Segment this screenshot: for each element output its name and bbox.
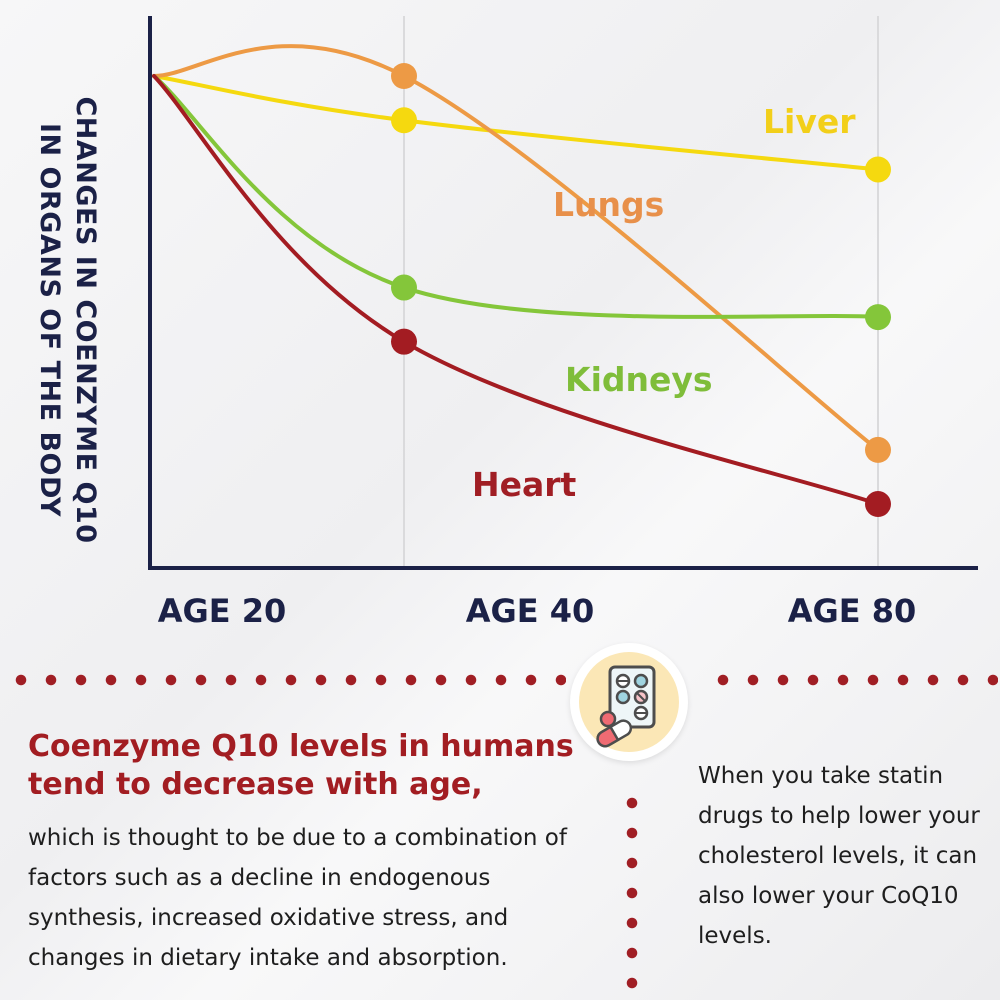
data-point-liver-1 <box>391 107 417 134</box>
chart-series <box>152 44 891 518</box>
x-tick-age-40: AGE 40 <box>465 592 595 630</box>
series-line-liver <box>152 74 880 172</box>
series-line-lungs <box>152 44 880 452</box>
series-label-heart: Heart <box>472 465 577 504</box>
body-text-right: When you take statin drugs to help lower… <box>698 763 980 949</box>
body-text-left: which is thought to be due to a combinat… <box>28 825 567 971</box>
data-point-heart-2 <box>865 491 891 518</box>
series-label-liver: Liver <box>763 102 856 141</box>
x-tick-age-20: AGE 20 <box>157 592 287 630</box>
dotted-divider-right <box>708 672 998 688</box>
pill-blister-pack-icon <box>596 665 656 748</box>
headline: Coenzyme Q10 levels in humans tend to de… <box>28 729 574 802</box>
pill-badge <box>570 643 688 761</box>
y-axis-label-container: CHANGES IN COENZYME Q10 IN ORGANS OF THE… <box>12 80 122 560</box>
chart-axes <box>148 16 978 570</box>
data-point-liver-2 <box>865 156 891 183</box>
chart <box>148 16 978 570</box>
data-point-kidneys-2 <box>865 304 891 331</box>
dotted-divider-vertical <box>624 788 640 1000</box>
series-label-kidneys: Kidneys <box>565 360 713 399</box>
y-axis-label: CHANGES IN COENZYME Q10 IN ORGANS OF THE… <box>34 96 101 544</box>
series-label-lungs: Lungs <box>553 185 665 224</box>
dotted-divider-left <box>6 672 566 688</box>
data-point-lungs-1 <box>391 63 417 89</box>
data-point-kidneys-1 <box>391 274 417 301</box>
data-point-lungs-2 <box>865 436 891 463</box>
x-tick-age-80: AGE 80 <box>787 592 917 630</box>
data-point-heart-1 <box>391 328 417 355</box>
